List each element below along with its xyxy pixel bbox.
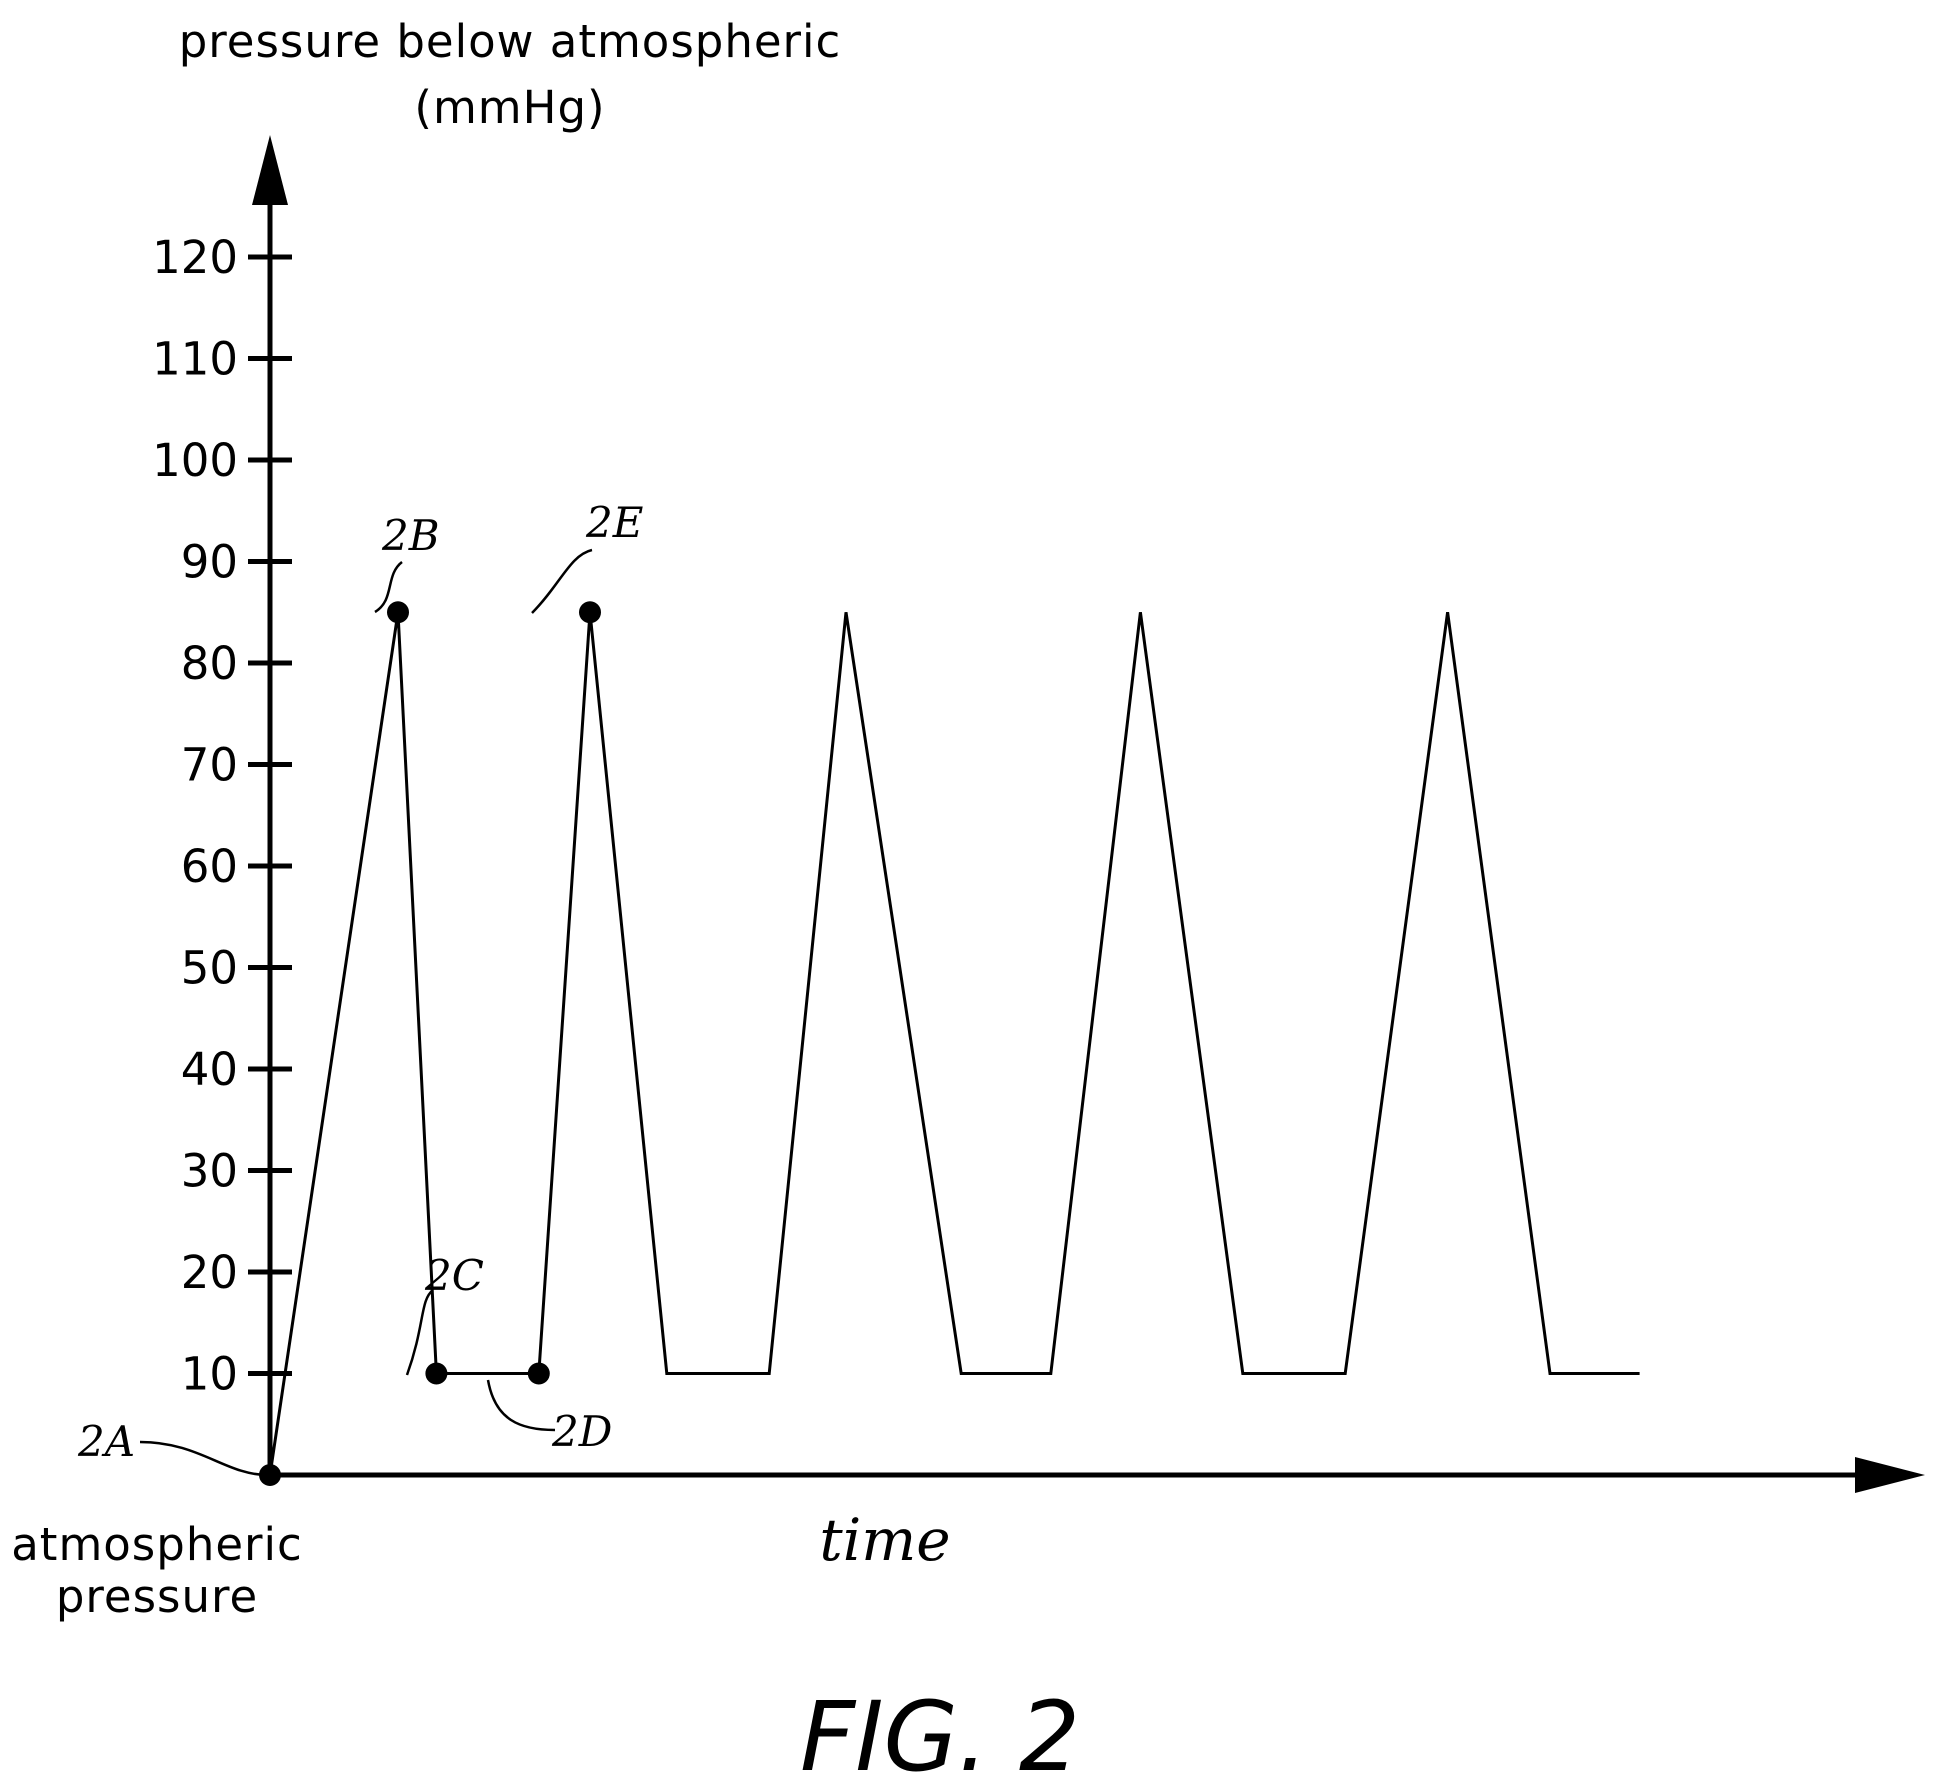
origin-label-line2: pressure <box>56 1570 258 1623</box>
point-marker-2e <box>579 601 601 624</box>
figure-label: FIG. 2 <box>800 1681 1080 1791</box>
y-tick-label: 110 <box>152 333 238 386</box>
y-axis-title-line1: pressure below atmospheric <box>179 15 842 68</box>
leader-2a <box>139 1440 269 1477</box>
point-label-2c: 2C <box>424 1251 484 1300</box>
point-label-2a: 2A <box>77 1417 135 1466</box>
y-tick-label: 20 <box>181 1246 238 1299</box>
point-label-2d: 2D <box>551 1407 612 1456</box>
point-marker-2c <box>425 1362 448 1385</box>
y-axis-title-line2: (mmHg) <box>414 81 605 134</box>
y-tick-label: 50 <box>181 942 238 995</box>
point-label-2e: 2E <box>585 498 643 547</box>
origin-label-line1: atmospheric <box>11 1518 303 1571</box>
y-tick-label: 120 <box>152 231 238 284</box>
y-tick-label: 10 <box>181 1348 238 1401</box>
leader-2b <box>374 561 403 614</box>
points-group <box>259 601 601 1486</box>
point-marker-2a <box>259 1464 281 1486</box>
y-tick-label: 80 <box>181 637 238 690</box>
leader-2c <box>405 1289 434 1376</box>
point-marker-2b <box>387 601 409 624</box>
series-line <box>268 612 1640 1476</box>
y-tick-label: 40 <box>181 1043 238 1096</box>
y-tick-label: 90 <box>181 536 238 589</box>
y-tick-label: 100 <box>152 434 238 487</box>
leader-2e <box>531 548 593 614</box>
y-tick-label: 60 <box>181 840 238 893</box>
point-marker-2d <box>527 1362 550 1385</box>
y-tick-label: 30 <box>181 1145 238 1198</box>
y-tick-label: 70 <box>181 739 238 792</box>
x-axis-title: time <box>819 1506 950 1574</box>
point-label-2b: 2B <box>381 511 440 560</box>
leader-lines <box>139 548 593 1477</box>
x-axis-arrowhead <box>1855 1457 1925 1493</box>
series-group <box>268 612 1640 1476</box>
y-axis-arrowhead <box>252 135 288 205</box>
y-ticks: 10 20 30 40 50 60 70 80 90 100 110 120 <box>152 231 292 1401</box>
leader-2d <box>486 1379 556 1432</box>
